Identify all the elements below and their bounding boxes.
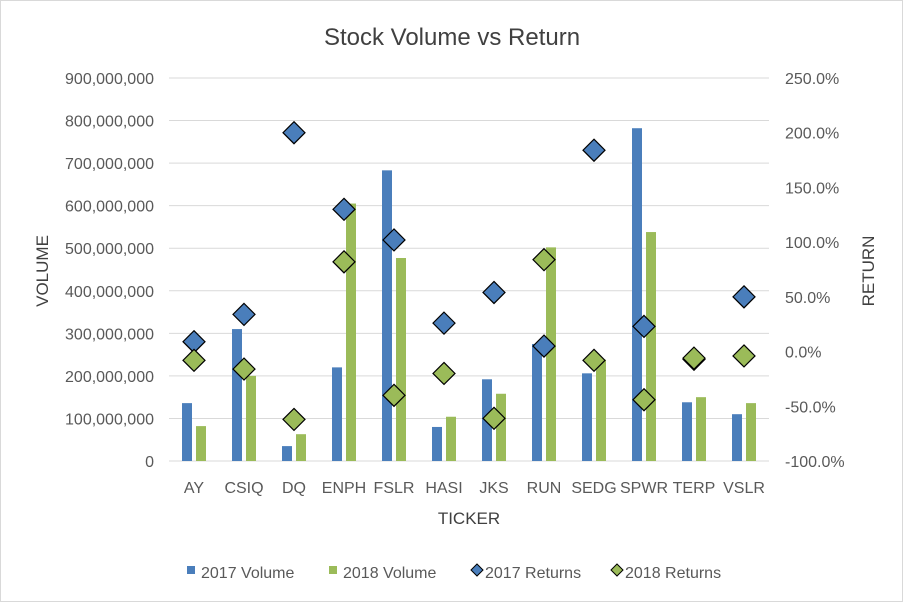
y2-tick-label: 50.0% xyxy=(785,290,830,307)
gridlines xyxy=(169,77,769,462)
bar xyxy=(346,203,356,462)
return-marker xyxy=(382,383,406,408)
y2-tick-label: 0.0% xyxy=(785,345,821,362)
legend-swatch xyxy=(187,566,195,574)
legend-label: 2018 Volume xyxy=(343,565,437,582)
legend-label: 2018 Returns xyxy=(625,565,721,582)
return-marker xyxy=(282,120,306,145)
x-tick-label: VSLR xyxy=(723,480,765,497)
y-tick-label: 900,000,000 xyxy=(65,71,154,88)
y2-tick-label: 250.0% xyxy=(785,71,839,88)
y-tick-label: 400,000,000 xyxy=(65,284,154,301)
return-marker xyxy=(582,138,606,163)
x-tick-label: RUN xyxy=(527,480,562,497)
return-marker xyxy=(632,314,656,339)
y2-axis-ticks: -100.0% -50.0% 0.0% 50.0% 100.0% 150.0% 200.0%… xyxy=(785,71,845,471)
return-marker xyxy=(432,311,456,335)
return-marker xyxy=(482,406,506,431)
bar xyxy=(646,232,656,461)
x-axis-title: TICKER xyxy=(438,509,500,528)
return-marker xyxy=(732,285,756,309)
legend: 2017 Volume 2018 Volume 2017 Returns 2018 R… xyxy=(187,563,721,582)
return-marker xyxy=(332,249,356,274)
return-marker xyxy=(432,361,456,386)
bar xyxy=(232,329,242,461)
y2-tick-label: 200.0% xyxy=(785,126,839,143)
bar xyxy=(296,434,306,461)
bar xyxy=(596,359,606,461)
legend-swatch xyxy=(329,566,337,574)
return-marker xyxy=(532,334,556,358)
y-tick-label: 600,000,000 xyxy=(65,199,154,216)
y-tick-label: 800,000,000 xyxy=(65,114,154,131)
bar xyxy=(746,403,756,461)
x-tick-label: SEDG xyxy=(571,480,616,497)
return-marker xyxy=(632,387,656,412)
y-axis-ticks: 0 100,000,000 200,000,000 300,000,000 400,00… xyxy=(65,71,154,471)
bar xyxy=(696,397,706,461)
return-marker xyxy=(682,346,706,370)
bar xyxy=(246,375,256,461)
y-tick-label: 200,000,000 xyxy=(65,369,154,386)
bar xyxy=(732,414,742,461)
x-tick-label: AY xyxy=(184,480,204,497)
bar xyxy=(182,403,192,461)
return-marker xyxy=(382,228,406,252)
chart-title: Stock Volume vs Return xyxy=(324,24,580,51)
y-tick-label: 0 xyxy=(145,454,154,471)
return-marker xyxy=(582,348,606,373)
bar xyxy=(682,402,692,461)
x-tick-label: SPWR xyxy=(620,480,668,497)
bar xyxy=(332,367,342,461)
return-marker xyxy=(282,407,306,432)
bar xyxy=(446,416,456,461)
x-tick-label: DQ xyxy=(282,480,306,497)
return-marker xyxy=(232,302,256,327)
bar xyxy=(382,170,392,461)
y2-tick-label: 100.0% xyxy=(785,235,839,252)
y2-tick-label: -100.0% xyxy=(785,454,845,471)
x-tick-label: HASI xyxy=(425,480,462,497)
legend-label: 2017 Volume xyxy=(201,565,295,582)
return-marker xyxy=(732,344,756,368)
y2-tick-label: 150.0% xyxy=(785,180,839,197)
bar xyxy=(396,258,406,461)
y-tick-label: 100,000,000 xyxy=(65,411,154,428)
y-tick-label: 700,000,000 xyxy=(65,156,154,173)
return-marker xyxy=(532,247,556,272)
legend-swatch xyxy=(470,563,484,577)
bar xyxy=(632,128,642,461)
legend-swatch xyxy=(610,563,624,577)
bar xyxy=(582,373,592,461)
markers-group xyxy=(182,120,756,432)
return-marker xyxy=(482,280,506,305)
y2-axis-title: RETURN xyxy=(859,236,878,307)
y-tick-label: 500,000,000 xyxy=(65,241,154,258)
legend-label: 2017 Returns xyxy=(485,565,581,582)
x-tick-label: ENPH xyxy=(322,480,366,497)
bars-group xyxy=(182,128,756,462)
y-tick-label: 300,000,000 xyxy=(65,326,154,343)
x-tick-label: JKS xyxy=(479,480,508,497)
bar xyxy=(496,393,506,461)
bar xyxy=(532,343,542,461)
bar xyxy=(282,446,292,461)
return-marker xyxy=(332,197,356,222)
bar xyxy=(546,247,556,461)
x-axis-ticks: AY CSIQ DQ ENPH FSLR HASI JKS RUN SEDG SPWR TERP VS… xyxy=(184,480,765,497)
y-axis-title: VOLUME xyxy=(33,235,52,307)
return-marker xyxy=(232,357,256,381)
bar xyxy=(432,426,442,461)
x-tick-label: FSLR xyxy=(374,480,415,497)
x-tick-label: CSIQ xyxy=(224,480,263,497)
x-tick-label: TERP xyxy=(673,480,716,497)
bar xyxy=(196,426,206,461)
y2-tick-label: -50.0% xyxy=(785,399,836,416)
return-marker xyxy=(182,348,206,373)
